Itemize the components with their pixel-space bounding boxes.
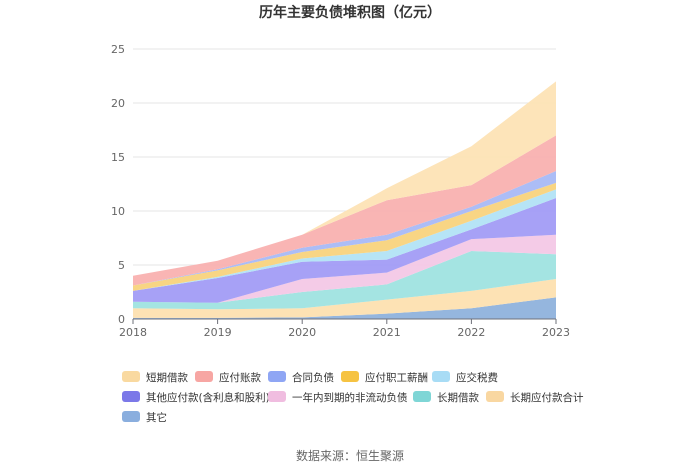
legend-item[interactable]: 应付账款	[195, 371, 261, 384]
area-series-0[interactable]	[133, 297, 556, 319]
legend-label: 短期借款	[146, 371, 188, 384]
legend-label: 应付账款	[219, 371, 261, 384]
legend-swatch	[122, 371, 140, 382]
legend-swatch	[122, 411, 140, 422]
area-series	[133, 81, 556, 319]
y-tick-label: 10	[111, 205, 125, 218]
x-tick-label: 2023	[542, 326, 570, 339]
y-tick-label: 25	[111, 43, 125, 56]
legend-item[interactable]: 长期应付款合计	[486, 391, 584, 404]
y-tick-label: 5	[118, 259, 125, 272]
legend-label: 一年内到期的非流动负债	[292, 391, 408, 404]
legend-item[interactable]: 其他应付款(含利息和股利)	[122, 391, 270, 404]
x-tick-label: 2019	[204, 326, 232, 339]
y-tick-label: 20	[111, 97, 125, 110]
x-tick-label: 2018	[119, 326, 147, 339]
legend-swatch	[341, 371, 359, 382]
data-source: 数据来源：恒生聚源	[296, 448, 404, 463]
legend-swatch	[432, 371, 450, 382]
legend-item[interactable]: 应交税费	[432, 371, 498, 384]
area-series-3[interactable]	[133, 234, 556, 303]
legend-swatch	[413, 391, 431, 402]
legend-label: 合同负债	[292, 371, 334, 384]
legend-label: 应交税费	[456, 371, 498, 384]
y-tick-label: 0	[118, 313, 125, 326]
area-series-4[interactable]	[133, 198, 556, 303]
legend-label: 其他应付款(含利息和股利)	[146, 391, 270, 404]
legend-label: 其它	[146, 411, 167, 424]
legend-item[interactable]: 长期借款	[413, 391, 479, 404]
legend-item[interactable]: 应付职工薪酬	[341, 371, 428, 384]
legend-swatch	[195, 371, 213, 382]
x-tick-label: 2021	[373, 326, 401, 339]
y-tick-label: 15	[111, 151, 125, 164]
legend-item[interactable]: 一年内到期的非流动负债	[268, 391, 408, 404]
legend-label: 应付职工薪酬	[365, 371, 428, 384]
chart-title: 历年主要负债堆积图（亿元）	[259, 4, 441, 21]
legend-swatch	[268, 391, 286, 402]
area-series-1[interactable]	[133, 279, 556, 318]
legend-item[interactable]: 短期借款	[122, 371, 188, 384]
legend-swatch	[122, 391, 140, 402]
legend-label: 长期应付款合计	[510, 391, 584, 404]
legend-swatch	[268, 371, 286, 382]
x-tick-label: 2020	[288, 326, 316, 339]
legend-label: 长期借款	[437, 391, 479, 404]
legend-swatch	[486, 391, 504, 402]
legend-item[interactable]: 其它	[122, 411, 167, 424]
area-series-2[interactable]	[133, 251, 556, 310]
area-series-6[interactable]	[133, 182, 556, 291]
x-tick-label: 2022	[457, 326, 485, 339]
legend-item[interactable]: 合同负债	[268, 371, 334, 384]
axes: 0 5 10 15 20 25 2018 2019 2020 2021 2022 2023	[111, 43, 570, 339]
area-series-9[interactable]	[133, 81, 556, 276]
area-series-8[interactable]	[133, 135, 556, 286]
